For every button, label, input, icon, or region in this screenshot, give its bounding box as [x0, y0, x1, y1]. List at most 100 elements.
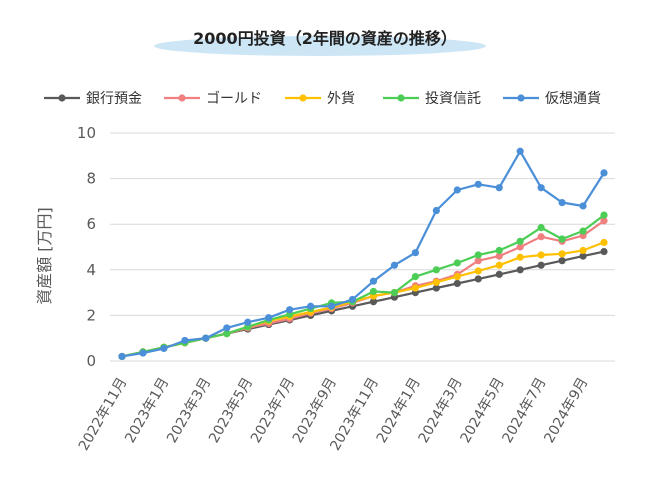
series-line-1	[121, 219, 605, 358]
data-point	[516, 147, 524, 155]
legend: 銀行預金 ゴールド 外貨 投資信託 仮想通貨	[44, 90, 601, 107]
data-point	[600, 211, 608, 219]
legend-marker	[178, 94, 186, 102]
series-lines	[118, 147, 608, 361]
data-point	[390, 289, 399, 297]
series-0	[118, 247, 608, 361]
legend-marker	[58, 94, 66, 102]
gridlines	[110, 132, 615, 362]
data-point	[369, 277, 378, 285]
y-tick-label: 4	[86, 261, 96, 279]
y-axis-label: 資産額 [万円]	[35, 207, 54, 305]
data-point	[348, 295, 357, 304]
data-point	[537, 184, 545, 192]
data-point	[265, 314, 273, 322]
y-tick-labels: 0 2 4 6 8 10	[77, 124, 96, 370]
data-point	[537, 224, 545, 232]
legend-label: 仮想通貨	[545, 90, 601, 107]
data-point	[432, 284, 440, 292]
legend-marker	[397, 94, 405, 102]
series-1	[118, 217, 608, 361]
legend-label: 投資信託	[425, 91, 481, 107]
data-point	[516, 237, 524, 245]
legend-marker	[517, 94, 525, 102]
x-tick-label: 2022年11月	[76, 375, 131, 454]
legend-item-0: 銀行預金	[44, 91, 142, 107]
y-tick-label: 2	[86, 306, 96, 324]
y-tick-label: 8	[86, 170, 96, 188]
data-point	[202, 334, 210, 342]
data-point	[537, 233, 545, 241]
data-point	[558, 198, 566, 207]
legend-label: 外貨	[327, 90, 355, 107]
data-point	[495, 252, 503, 260]
data-point	[600, 247, 608, 256]
legend-item-1: ゴールド	[164, 90, 262, 107]
data-point	[600, 217, 608, 225]
data-point	[579, 246, 587, 255]
data-point	[160, 344, 168, 353]
data-point	[474, 251, 482, 259]
data-point	[244, 318, 252, 326]
data-point	[579, 227, 587, 235]
data-point	[495, 184, 503, 192]
data-point	[453, 186, 461, 194]
data-point	[516, 253, 524, 261]
data-point	[181, 336, 189, 345]
data-point	[600, 169, 608, 177]
data-point	[223, 330, 231, 338]
data-point	[223, 324, 231, 332]
series-3	[118, 211, 608, 361]
data-point	[537, 251, 545, 259]
data-point	[411, 273, 419, 281]
legend-item-3: 投資信託	[383, 91, 481, 107]
data-point	[558, 257, 566, 265]
data-point	[600, 238, 608, 247]
data-point	[432, 278, 440, 286]
series-line-3	[121, 214, 605, 358]
series-4	[118, 147, 608, 361]
data-point	[453, 259, 461, 267]
x-tick-labels: 2022年11月2023年1月2023年3月2023年5月2023年7月2023…	[76, 375, 592, 454]
data-point	[495, 246, 503, 255]
y-tick-label: 6	[86, 215, 96, 233]
series-line-4	[121, 150, 605, 358]
data-point	[453, 273, 461, 281]
data-point	[495, 261, 503, 269]
data-point	[537, 261, 545, 269]
data-point	[579, 252, 587, 260]
data-point	[558, 250, 566, 258]
data-point	[516, 266, 524, 274]
data-point	[474, 267, 482, 275]
data-point	[286, 306, 294, 314]
data-point	[369, 287, 378, 296]
data-point	[118, 352, 126, 361]
data-point	[453, 279, 461, 288]
x-tick-label: 2024年9月	[541, 375, 591, 446]
data-point	[474, 257, 482, 265]
data-point	[307, 302, 315, 310]
chart-title: 2000円投資（2年間の資産の推移）	[193, 29, 457, 48]
data-point	[139, 349, 147, 357]
data-point	[579, 202, 587, 210]
data-point	[474, 275, 482, 283]
data-point	[495, 270, 503, 278]
legend-item-4: 仮想通貨	[503, 90, 601, 107]
data-point	[474, 180, 482, 188]
data-point	[390, 261, 399, 269]
legend-label: 銀行預金	[86, 91, 142, 107]
legend-item-2: 外貨	[285, 90, 355, 107]
title-highlight	[154, 36, 486, 56]
data-point	[432, 206, 440, 215]
data-point	[432, 266, 440, 274]
data-point	[369, 298, 378, 306]
legend-marker	[299, 94, 307, 102]
data-point	[327, 302, 336, 310]
legend-label: ゴールド	[206, 90, 262, 107]
data-point	[411, 284, 419, 292]
data-point	[411, 249, 419, 257]
y-tick-label: 10	[77, 124, 96, 142]
data-point	[516, 243, 524, 251]
y-tick-label: 0	[86, 352, 96, 370]
data-point	[558, 235, 566, 243]
